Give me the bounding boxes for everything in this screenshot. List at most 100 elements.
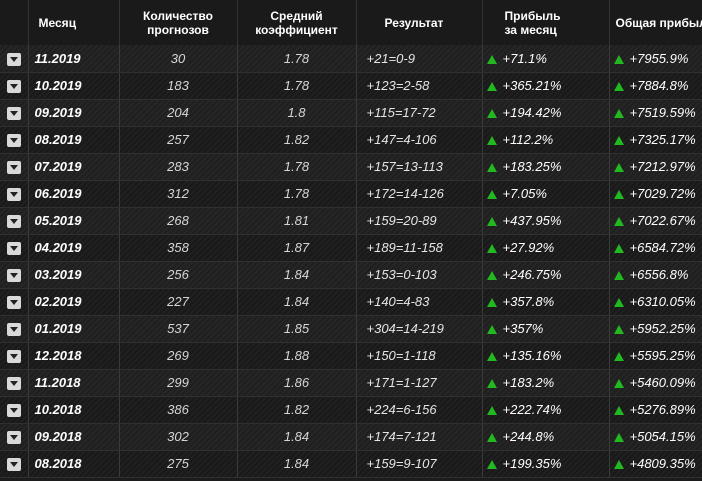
- dropdown-toggle-icon[interactable]: [6, 52, 21, 66]
- row-toggle-cell[interactable]: [0, 261, 29, 289]
- arrow-up-icon: [486, 298, 497, 307]
- coefficient-cell: 1.78: [237, 45, 357, 73]
- row-toggle-cell[interactable]: [0, 369, 29, 397]
- total-profit-value: +5054.15%: [629, 429, 696, 444]
- monthly-profit-cell: +246.75%: [482, 261, 610, 289]
- row-toggle-cell[interactable]: [0, 207, 29, 235]
- monthly-profit-value: +246.75%: [502, 267, 562, 282]
- monthly-profit-cell: +183.2%: [482, 369, 610, 397]
- dropdown-toggle-icon[interactable]: [6, 215, 21, 229]
- count-cell: 256: [119, 261, 238, 289]
- month-cell: 11.2018: [28, 369, 120, 397]
- monthly-profit-cell: +437.95%: [482, 207, 610, 235]
- arrow-up-icon: [613, 244, 624, 253]
- table-row[interactable]: 11.2018 299 1.86 +171=1-127 +183.2% +5460.09%: [0, 369, 702, 397]
- dropdown-toggle-icon[interactable]: [6, 134, 21, 148]
- monthly-profit-value: +194.42%: [502, 105, 562, 120]
- monthly-profit-cell: +357.8%: [482, 288, 610, 316]
- coefficient-cell: 1.85: [237, 315, 357, 343]
- row-toggle-cell[interactable]: [0, 180, 29, 208]
- dropdown-toggle-icon[interactable]: [6, 242, 21, 256]
- row-toggle-cell[interactable]: [0, 45, 29, 73]
- row-toggle-cell[interactable]: [0, 234, 29, 262]
- row-toggle-cell[interactable]: [0, 153, 29, 181]
- table-row[interactable]: 09.2019 204 1.8 +115=17-72 +194.42% +7519.59%: [0, 99, 702, 127]
- arrow-up-icon: [613, 217, 624, 226]
- result-cell: +21=0-9: [356, 45, 483, 73]
- dropdown-toggle-icon[interactable]: [6, 404, 21, 418]
- result-cell: +140=4-83: [356, 288, 483, 316]
- table-row[interactable]: 01.2019 537 1.85 +304=14-219 +357% +5952.25%: [0, 315, 702, 343]
- table-row[interactable]: 02.2019 227 1.84 +140=4-83 +357.8% +6310.05%: [0, 288, 702, 316]
- coefficient-cell: 1.78: [237, 153, 357, 181]
- table-row[interactable]: 08.2019 257 1.82 +147=4-106 +112.2% +7325.17%: [0, 126, 702, 154]
- dropdown-toggle-icon[interactable]: [6, 80, 21, 94]
- total-profit-cell: +5054.15%: [609, 423, 702, 451]
- row-toggle-cell[interactable]: [0, 126, 29, 154]
- table-row[interactable]: 12.2018 269 1.88 +150=1-118 +135.16% +5595.25…: [0, 342, 702, 370]
- count-cell: 269: [119, 342, 238, 370]
- monthly-profit-cell: +7.05%: [482, 180, 610, 208]
- dropdown-toggle-icon[interactable]: [6, 107, 21, 121]
- table-row[interactable]: 10.2019 183 1.78 +123=2-58 +365.21% +7884.8%: [0, 72, 702, 100]
- total-profit-value: +6556.8%: [629, 267, 689, 282]
- total-profit-cell: +4809.35%: [609, 450, 702, 478]
- arrow-up-icon: [486, 379, 497, 388]
- total-profit-value: +4809.35%: [629, 456, 696, 471]
- result-cell: +115=17-72: [356, 99, 483, 127]
- monthly-profit-cell: +183.25%: [482, 153, 610, 181]
- table-row[interactable]: 04.2019 358 1.87 +189=11-158 +27.92% +6584.72…: [0, 234, 702, 262]
- table-row[interactable]: 06.2019 312 1.78 +172=14-126 +7.05% +7029.72%: [0, 180, 702, 208]
- dropdown-toggle-icon[interactable]: [6, 458, 21, 472]
- table-row[interactable]: 11.2019 30 1.78 +21=0-9 +71.1% +7955.9%: [0, 45, 702, 73]
- table-row[interactable]: 05.2019 268 1.81 +159=20-89 +437.95% +7022.67…: [0, 207, 702, 235]
- dropdown-toggle-icon[interactable]: [6, 350, 21, 364]
- total-profit-value: +7884.8%: [629, 78, 689, 93]
- result-cell: +153=0-103: [356, 261, 483, 289]
- row-toggle-cell[interactable]: [0, 450, 29, 478]
- dropdown-toggle-icon[interactable]: [6, 377, 21, 391]
- month-cell: 09.2018: [28, 423, 120, 451]
- monthly-profit-cell: +365.21%: [482, 72, 610, 100]
- month-cell: 09.2019: [28, 99, 120, 127]
- total-profit-cell: +7884.8%: [609, 72, 702, 100]
- dropdown-toggle-icon[interactable]: [6, 296, 21, 310]
- header-row: Месяц Количество прогнозов Средний коэфф…: [0, 0, 702, 45]
- monthly-profit-value: +357%: [502, 321, 544, 336]
- row-toggle-cell[interactable]: [0, 423, 29, 451]
- result-cell: +189=11-158: [356, 234, 483, 262]
- row-toggle-cell[interactable]: [0, 288, 29, 316]
- table-row[interactable]: 08.2018 275 1.84 +159=9-107 +199.35% +4809.35…: [0, 450, 702, 478]
- monthly-profit-value: +357.8%: [502, 294, 555, 309]
- dropdown-toggle-icon[interactable]: [6, 269, 21, 283]
- arrow-up-icon: [613, 190, 624, 199]
- result-cell: +123=2-58: [356, 72, 483, 100]
- header-total-profit: Общая прибыль: [609, 0, 702, 45]
- count-cell: 275: [119, 450, 238, 478]
- row-toggle-cell[interactable]: [0, 72, 29, 100]
- row-toggle-cell[interactable]: [0, 99, 29, 127]
- row-toggle-cell[interactable]: [0, 342, 29, 370]
- total-profit-cell: +7212.97%: [609, 153, 702, 181]
- table-row[interactable]: 09.2018 302 1.84 +174=7-121 +244.8% +5054.15%: [0, 423, 702, 451]
- coefficient-cell: 1.82: [237, 126, 357, 154]
- count-cell: 358: [119, 234, 238, 262]
- monthly-profit-value: +365.21%: [502, 78, 562, 93]
- result-cell: +159=20-89: [356, 207, 483, 235]
- row-toggle-cell[interactable]: [0, 396, 29, 424]
- row-toggle-cell[interactable]: [0, 315, 29, 343]
- coefficient-cell: 1.84: [237, 450, 357, 478]
- count-cell: 227: [119, 288, 238, 316]
- dropdown-toggle-icon[interactable]: [6, 161, 21, 175]
- result-cell: +157=13-113: [356, 153, 483, 181]
- header-total-label: Общая прибыль: [615, 15, 702, 30]
- count-cell: 283: [119, 153, 238, 181]
- table-row[interactable]: 03.2019 256 1.84 +153=0-103 +246.75% +6556.8%: [0, 261, 702, 289]
- table-row[interactable]: 07.2019 283 1.78 +157=13-113 +183.25% +7212.9…: [0, 153, 702, 181]
- dropdown-toggle-icon[interactable]: [6, 323, 21, 337]
- result-cell: +174=7-121: [356, 423, 483, 451]
- dropdown-toggle-icon[interactable]: [6, 188, 21, 202]
- table-row[interactable]: 10.2018 386 1.82 +224=6-156 +222.74% +5276.89…: [0, 396, 702, 424]
- total-profit-value: +6584.72%: [629, 240, 696, 255]
- dropdown-toggle-icon[interactable]: [6, 431, 21, 445]
